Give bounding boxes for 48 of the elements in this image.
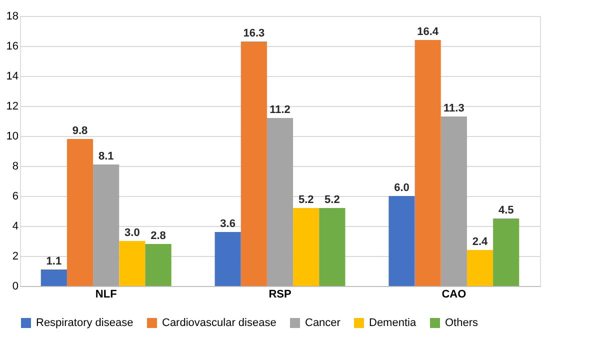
bar (388, 196, 415, 286)
bar (466, 250, 494, 286)
bar (440, 116, 467, 286)
data-label: 1.1 (46, 256, 62, 268)
data-label: 8.1 (98, 150, 114, 162)
y-tick-label: 16 (6, 40, 18, 52)
legend-label: Others (445, 317, 479, 329)
y-tick-label: 14 (6, 70, 18, 82)
y-tick-label: 6 (12, 190, 18, 202)
data-label: 5.2 (324, 194, 340, 206)
y-tick-label: 18 (6, 10, 18, 22)
legend-label: Respiratory disease (36, 317, 134, 329)
bar (266, 118, 294, 286)
data-label: 4.5 (498, 204, 514, 216)
data-label: 5.2 (298, 194, 314, 206)
data-label: 6.0 (394, 182, 410, 194)
bar (66, 139, 94, 286)
y-tick-label: 12 (6, 100, 18, 112)
bar (93, 164, 120, 286)
y-tick-label: 8 (12, 160, 18, 172)
bar (493, 218, 520, 286)
x-tick-label: RSP (268, 288, 292, 300)
legend-label: Dementia (369, 317, 417, 329)
legend-label: Cancer (305, 317, 341, 329)
bar (145, 244, 172, 286)
data-label: 3.0 (124, 227, 140, 239)
y-tick-label: 2 (12, 250, 18, 262)
x-tick-label: CAO (442, 288, 467, 300)
data-label: 2.8 (150, 230, 166, 242)
data-label: 3.6 (220, 218, 236, 230)
data-label: 2.4 (472, 236, 489, 248)
bar (319, 208, 346, 286)
y-tick-label: 10 (6, 130, 18, 142)
bar (293, 208, 320, 286)
y-tick-label: 0 (12, 280, 18, 292)
data-label: 11.2 (270, 104, 290, 116)
legend-label: Cardiovascular disease (162, 317, 276, 329)
bar (414, 40, 441, 286)
bar (119, 241, 146, 286)
bar (40, 270, 67, 286)
data-label: 16.3 (243, 28, 265, 40)
bar (240, 42, 267, 286)
data-label: 11.3 (444, 102, 464, 114)
bar (214, 232, 241, 286)
data-label: 16.4 (417, 26, 440, 38)
data-label: 9.8 (72, 125, 88, 137)
y-tick-label: 4 (12, 220, 18, 232)
x-tick-label: NLF (95, 288, 118, 300)
